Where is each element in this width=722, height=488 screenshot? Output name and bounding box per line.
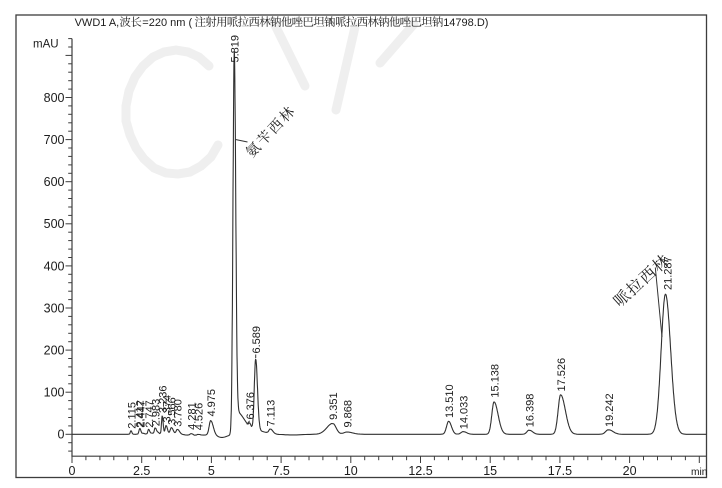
svg-text:5.819: 5.819: [230, 35, 242, 63]
svg-text:16.398: 16.398: [525, 394, 537, 428]
svg-text:2.115: 2.115: [126, 402, 138, 429]
svg-text:2.447: 2.447: [136, 400, 148, 428]
svg-text:17.526: 17.526: [556, 358, 568, 392]
svg-text:VWD1 A,: VWD1 A,: [75, 17, 120, 29]
svg-text:7.5: 7.5: [272, 464, 289, 478]
svg-text:4.281: 4.281: [187, 402, 199, 430]
svg-text:9.868: 9.868: [342, 400, 354, 428]
svg-text:3.236: 3.236: [158, 385, 170, 413]
svg-text:600: 600: [44, 175, 65, 189]
svg-text:700: 700: [44, 133, 65, 147]
svg-text:2.412: 2.412: [135, 400, 147, 428]
svg-text:500: 500: [44, 217, 65, 231]
svg-text:=220 nm (: =220 nm (: [142, 17, 192, 29]
svg-text:4.526: 4.526: [194, 403, 206, 431]
svg-text:14798.D): 14798.D): [443, 17, 488, 29]
svg-text:21.287: 21.287: [663, 256, 675, 290]
svg-text:7.113: 7.113: [266, 400, 278, 427]
svg-text:3.566: 3.566: [167, 397, 179, 425]
svg-text:10: 10: [344, 464, 358, 478]
svg-text:6.376: 6.376: [245, 392, 257, 420]
svg-text:15: 15: [483, 464, 497, 478]
svg-text:14.033: 14.033: [459, 396, 471, 430]
svg-text:800: 800: [44, 91, 65, 105]
svg-text:9.351: 9.351: [328, 392, 340, 420]
svg-text:2.983: 2.983: [151, 399, 163, 427]
svg-text:0: 0: [69, 464, 76, 478]
svg-text:15.138: 15.138: [489, 364, 501, 398]
svg-text:5: 5: [208, 464, 215, 478]
svg-text:\: \: [330, 17, 334, 29]
svg-text:20: 20: [623, 464, 637, 478]
svg-text:19.242: 19.242: [604, 393, 616, 427]
svg-text:6.589: 6.589: [251, 326, 263, 354]
svg-text:300: 300: [44, 301, 65, 315]
svg-text:4.975: 4.975: [206, 389, 218, 417]
svg-text:3.374: 3.374: [161, 395, 173, 423]
svg-text:400: 400: [44, 259, 65, 273]
svg-text:2.5: 2.5: [133, 464, 150, 478]
svg-text:12.5: 12.5: [408, 464, 432, 478]
svg-text:200: 200: [44, 344, 65, 358]
svg-text:0: 0: [58, 428, 65, 442]
svg-text:2.747: 2.747: [144, 400, 156, 428]
svg-text:17.5: 17.5: [548, 464, 572, 478]
svg-text:13.510: 13.510: [444, 384, 456, 418]
svg-text:3.780: 3.780: [173, 399, 185, 427]
svg-text:min: min: [691, 467, 707, 478]
svg-text:100: 100: [44, 386, 65, 400]
svg-text:mAU: mAU: [33, 39, 59, 51]
